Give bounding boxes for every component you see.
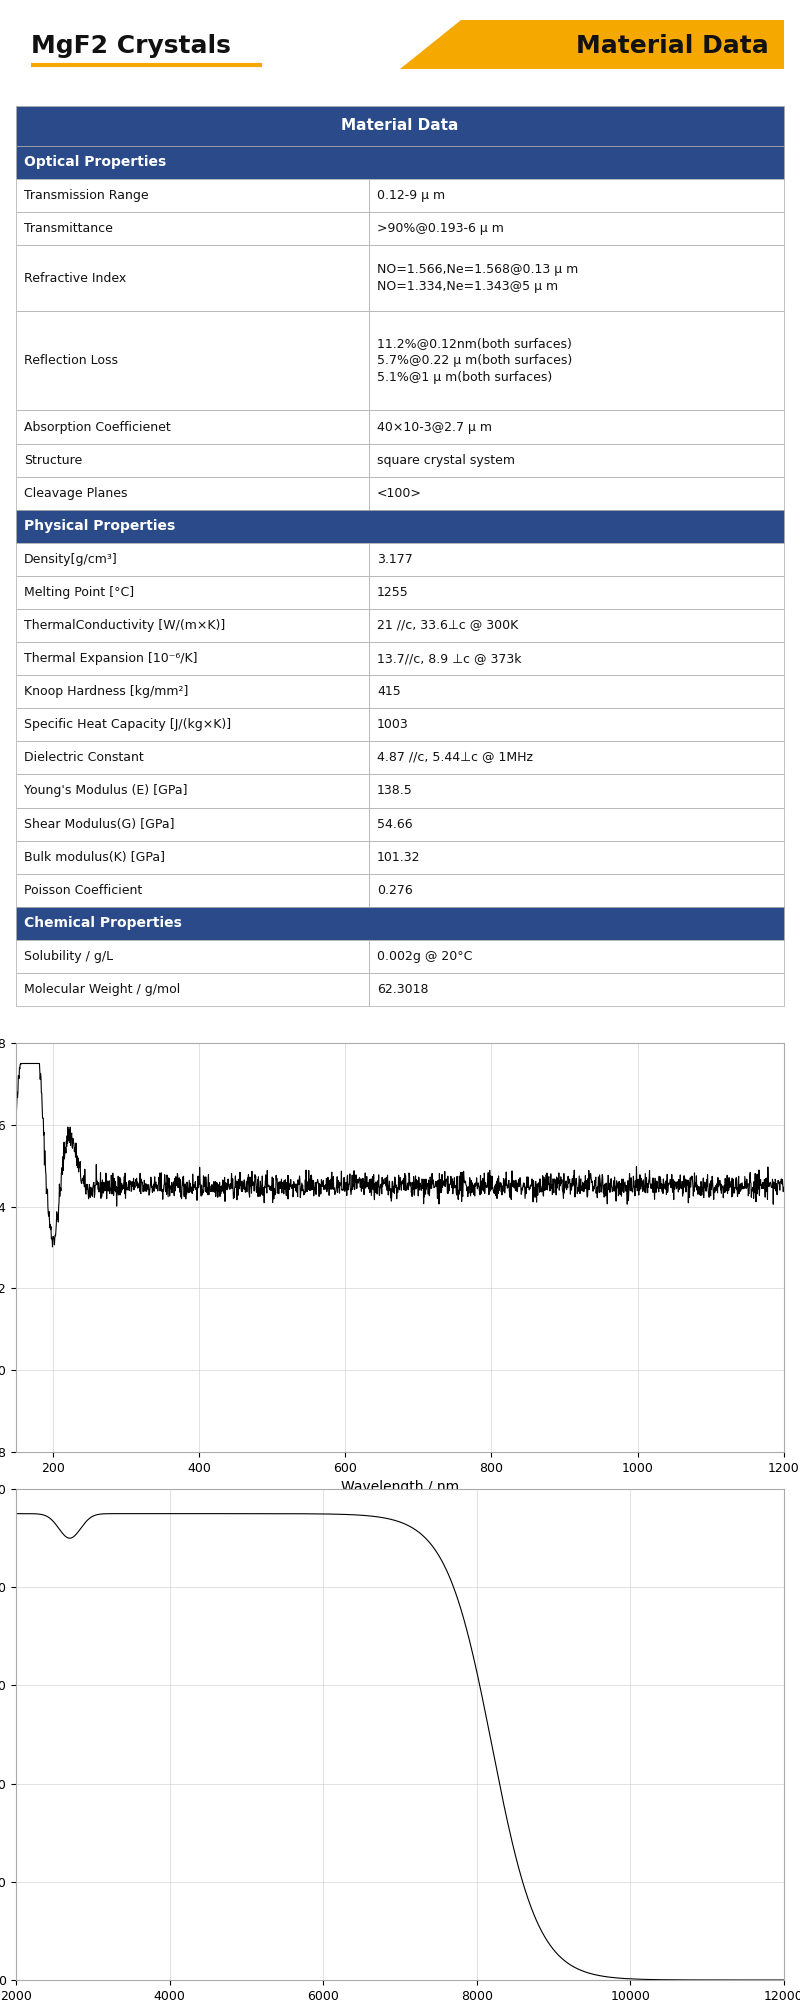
Text: Transmittance: Transmittance (24, 222, 113, 234)
Bar (370, 178, 784, 212)
Text: Refractive Index: Refractive Index (24, 272, 126, 284)
Bar (16, 676, 370, 708)
Bar (16, 476, 370, 510)
Text: Reflection Loss: Reflection Loss (24, 354, 118, 368)
Text: Shear Modulus(G) [GPa]: Shear Modulus(G) [GPa] (24, 818, 174, 830)
Text: Material Data: Material Data (342, 118, 458, 134)
Bar (16, 246, 370, 312)
Bar (16, 178, 370, 212)
Text: 3.177: 3.177 (377, 552, 413, 566)
Text: 0.276: 0.276 (377, 884, 413, 896)
Text: Bulk modulus(K) [GPa]: Bulk modulus(K) [GPa] (24, 850, 165, 864)
Text: 1255: 1255 (377, 586, 409, 598)
Text: <100>: <100> (377, 486, 422, 500)
Bar (370, 444, 784, 476)
Text: Optical Properties: Optical Properties (24, 156, 166, 170)
Bar (370, 212, 784, 246)
Text: 4.87 //c, 5.44⊥c @ 1MHz: 4.87 //c, 5.44⊥c @ 1MHz (377, 752, 533, 764)
Text: 138.5: 138.5 (377, 784, 413, 798)
Bar (16, 576, 370, 610)
Bar (370, 840, 784, 874)
Bar (16, 510, 784, 542)
Bar (16, 542, 370, 576)
Text: Material Data: Material Data (576, 34, 769, 58)
Bar (370, 476, 784, 510)
Text: Solubility / g/L: Solubility / g/L (24, 950, 113, 962)
Bar (370, 576, 784, 610)
Text: Molecular Weight / g/mol: Molecular Weight / g/mol (24, 984, 180, 996)
Bar (16, 840, 370, 874)
Bar (370, 676, 784, 708)
Bar (16, 610, 370, 642)
Text: Physical Properties: Physical Properties (24, 520, 175, 534)
Text: Poisson Coefficient: Poisson Coefficient (24, 884, 142, 896)
Bar (370, 874, 784, 906)
Text: Cleavage Planes: Cleavage Planes (24, 486, 127, 500)
Bar (16, 146, 784, 178)
Text: Dielectric Constant: Dielectric Constant (24, 752, 143, 764)
Bar (16, 774, 370, 808)
Text: Structure: Structure (24, 454, 82, 466)
Bar (370, 410, 784, 444)
Bar (370, 708, 784, 742)
Bar (370, 542, 784, 576)
Polygon shape (400, 20, 784, 70)
Text: 11.2%@0.12nm(both surfaces)
5.7%@0.22 μ m(both surfaces)
5.1%@1 μ m(both surface: 11.2%@0.12nm(both surfaces) 5.7%@0.22 μ … (377, 338, 572, 384)
Bar (16, 874, 370, 906)
Text: Young's Modulus (E) [GPa]: Young's Modulus (E) [GPa] (24, 784, 187, 798)
Bar (16, 742, 370, 774)
Bar (370, 246, 784, 312)
Bar (16, 410, 370, 444)
Bar (370, 642, 784, 676)
Text: 21 //c, 33.6⊥c @ 300K: 21 //c, 33.6⊥c @ 300K (377, 620, 518, 632)
Text: 0.002g @ 20°C: 0.002g @ 20°C (377, 950, 472, 962)
Bar (16, 642, 370, 676)
Text: ThermalConductivity [W/(m×K)]: ThermalConductivity [W/(m×K)] (24, 620, 225, 632)
Text: Thermal Expansion [10⁻⁶/K]: Thermal Expansion [10⁻⁶/K] (24, 652, 197, 666)
Text: 1003: 1003 (377, 718, 409, 732)
Text: 40×10-3@2.7 μ m: 40×10-3@2.7 μ m (377, 420, 492, 434)
Text: Melting Point [°C]: Melting Point [°C] (24, 586, 134, 598)
Bar (16, 972, 370, 1006)
Bar (370, 742, 784, 774)
Text: 101.32: 101.32 (377, 850, 421, 864)
Bar (16, 312, 370, 410)
Bar (16, 444, 370, 476)
Text: 62.3018: 62.3018 (377, 984, 429, 996)
Bar (370, 940, 784, 972)
Text: MgF2 Crystals: MgF2 Crystals (31, 34, 231, 58)
Bar (370, 808, 784, 840)
Text: Chemical Properties: Chemical Properties (24, 916, 182, 930)
Text: Transmission Range: Transmission Range (24, 188, 148, 202)
Bar (16, 212, 370, 246)
X-axis label: Wavelength / nm: Wavelength / nm (341, 1480, 459, 1494)
Text: 415: 415 (377, 686, 401, 698)
Text: square crystal system: square crystal system (377, 454, 515, 466)
Text: Specific Heat Capacity [J/(kg×K)]: Specific Heat Capacity [J/(kg×K)] (24, 718, 231, 732)
Text: 54.66: 54.66 (377, 818, 413, 830)
Text: Density[g/cm³]: Density[g/cm³] (24, 552, 118, 566)
Text: 0.12-9 μ m: 0.12-9 μ m (377, 188, 445, 202)
Bar (370, 972, 784, 1006)
Bar (370, 774, 784, 808)
Bar (16, 906, 784, 940)
Bar (16, 808, 370, 840)
Text: Absorption Coefficienet: Absorption Coefficienet (24, 420, 170, 434)
Bar (370, 312, 784, 410)
Bar (16, 708, 370, 742)
Text: >90%@0.193-6 μ m: >90%@0.193-6 μ m (377, 222, 504, 234)
Bar (16, 106, 784, 146)
Bar (370, 610, 784, 642)
Text: 13.7//c, 8.9 ⊥c @ 373k: 13.7//c, 8.9 ⊥c @ 373k (377, 652, 522, 666)
Bar (16, 940, 370, 972)
Text: Knoop Hardness [kg/mm²]: Knoop Hardness [kg/mm²] (24, 686, 188, 698)
Text: NO=1.566,Ne=1.568@0.13 μ m
NO=1.334,Ne=1.343@5 μ m: NO=1.566,Ne=1.568@0.13 μ m NO=1.334,Ne=1… (377, 264, 578, 294)
